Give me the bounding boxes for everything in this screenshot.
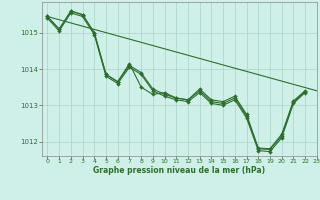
X-axis label: Graphe pression niveau de la mer (hPa): Graphe pression niveau de la mer (hPa) (93, 166, 265, 175)
